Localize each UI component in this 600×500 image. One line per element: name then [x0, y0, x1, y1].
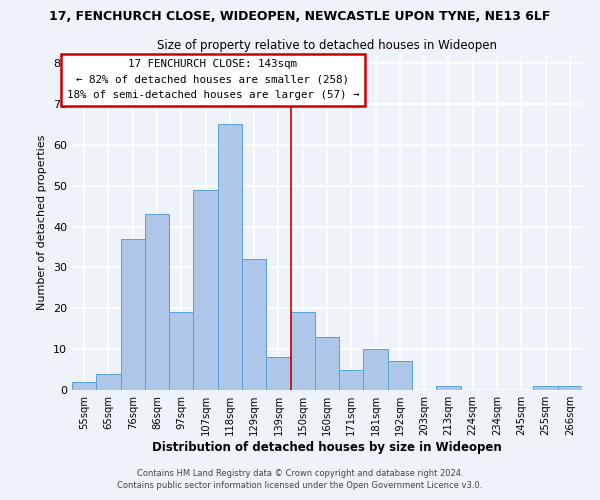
Bar — [339, 370, 364, 390]
Bar — [169, 312, 193, 390]
Bar — [315, 337, 339, 390]
Text: 17 FENCHURCH CLOSE: 143sqm
← 82% of detached houses are smaller (258)
18% of sem: 17 FENCHURCH CLOSE: 143sqm ← 82% of deta… — [67, 59, 359, 100]
Text: 17, FENCHURCH CLOSE, WIDEOPEN, NEWCASTLE UPON TYNE, NE13 6LF: 17, FENCHURCH CLOSE, WIDEOPEN, NEWCASTLE… — [49, 10, 551, 23]
X-axis label: Distribution of detached houses by size in Wideopen: Distribution of detached houses by size … — [152, 441, 502, 454]
Text: Contains HM Land Registry data © Crown copyright and database right 2024.
Contai: Contains HM Land Registry data © Crown c… — [118, 468, 482, 490]
Bar — [436, 386, 461, 390]
Bar — [121, 239, 145, 390]
Bar — [242, 260, 266, 390]
Bar — [558, 386, 582, 390]
Title: Size of property relative to detached houses in Wideopen: Size of property relative to detached ho… — [157, 40, 497, 52]
Bar — [290, 312, 315, 390]
Y-axis label: Number of detached properties: Number of detached properties — [37, 135, 47, 310]
Bar — [533, 386, 558, 390]
Bar — [218, 124, 242, 390]
Bar — [96, 374, 121, 390]
Bar — [388, 362, 412, 390]
Bar — [193, 190, 218, 390]
Bar — [72, 382, 96, 390]
Bar — [266, 358, 290, 390]
Bar — [364, 349, 388, 390]
Bar — [145, 214, 169, 390]
